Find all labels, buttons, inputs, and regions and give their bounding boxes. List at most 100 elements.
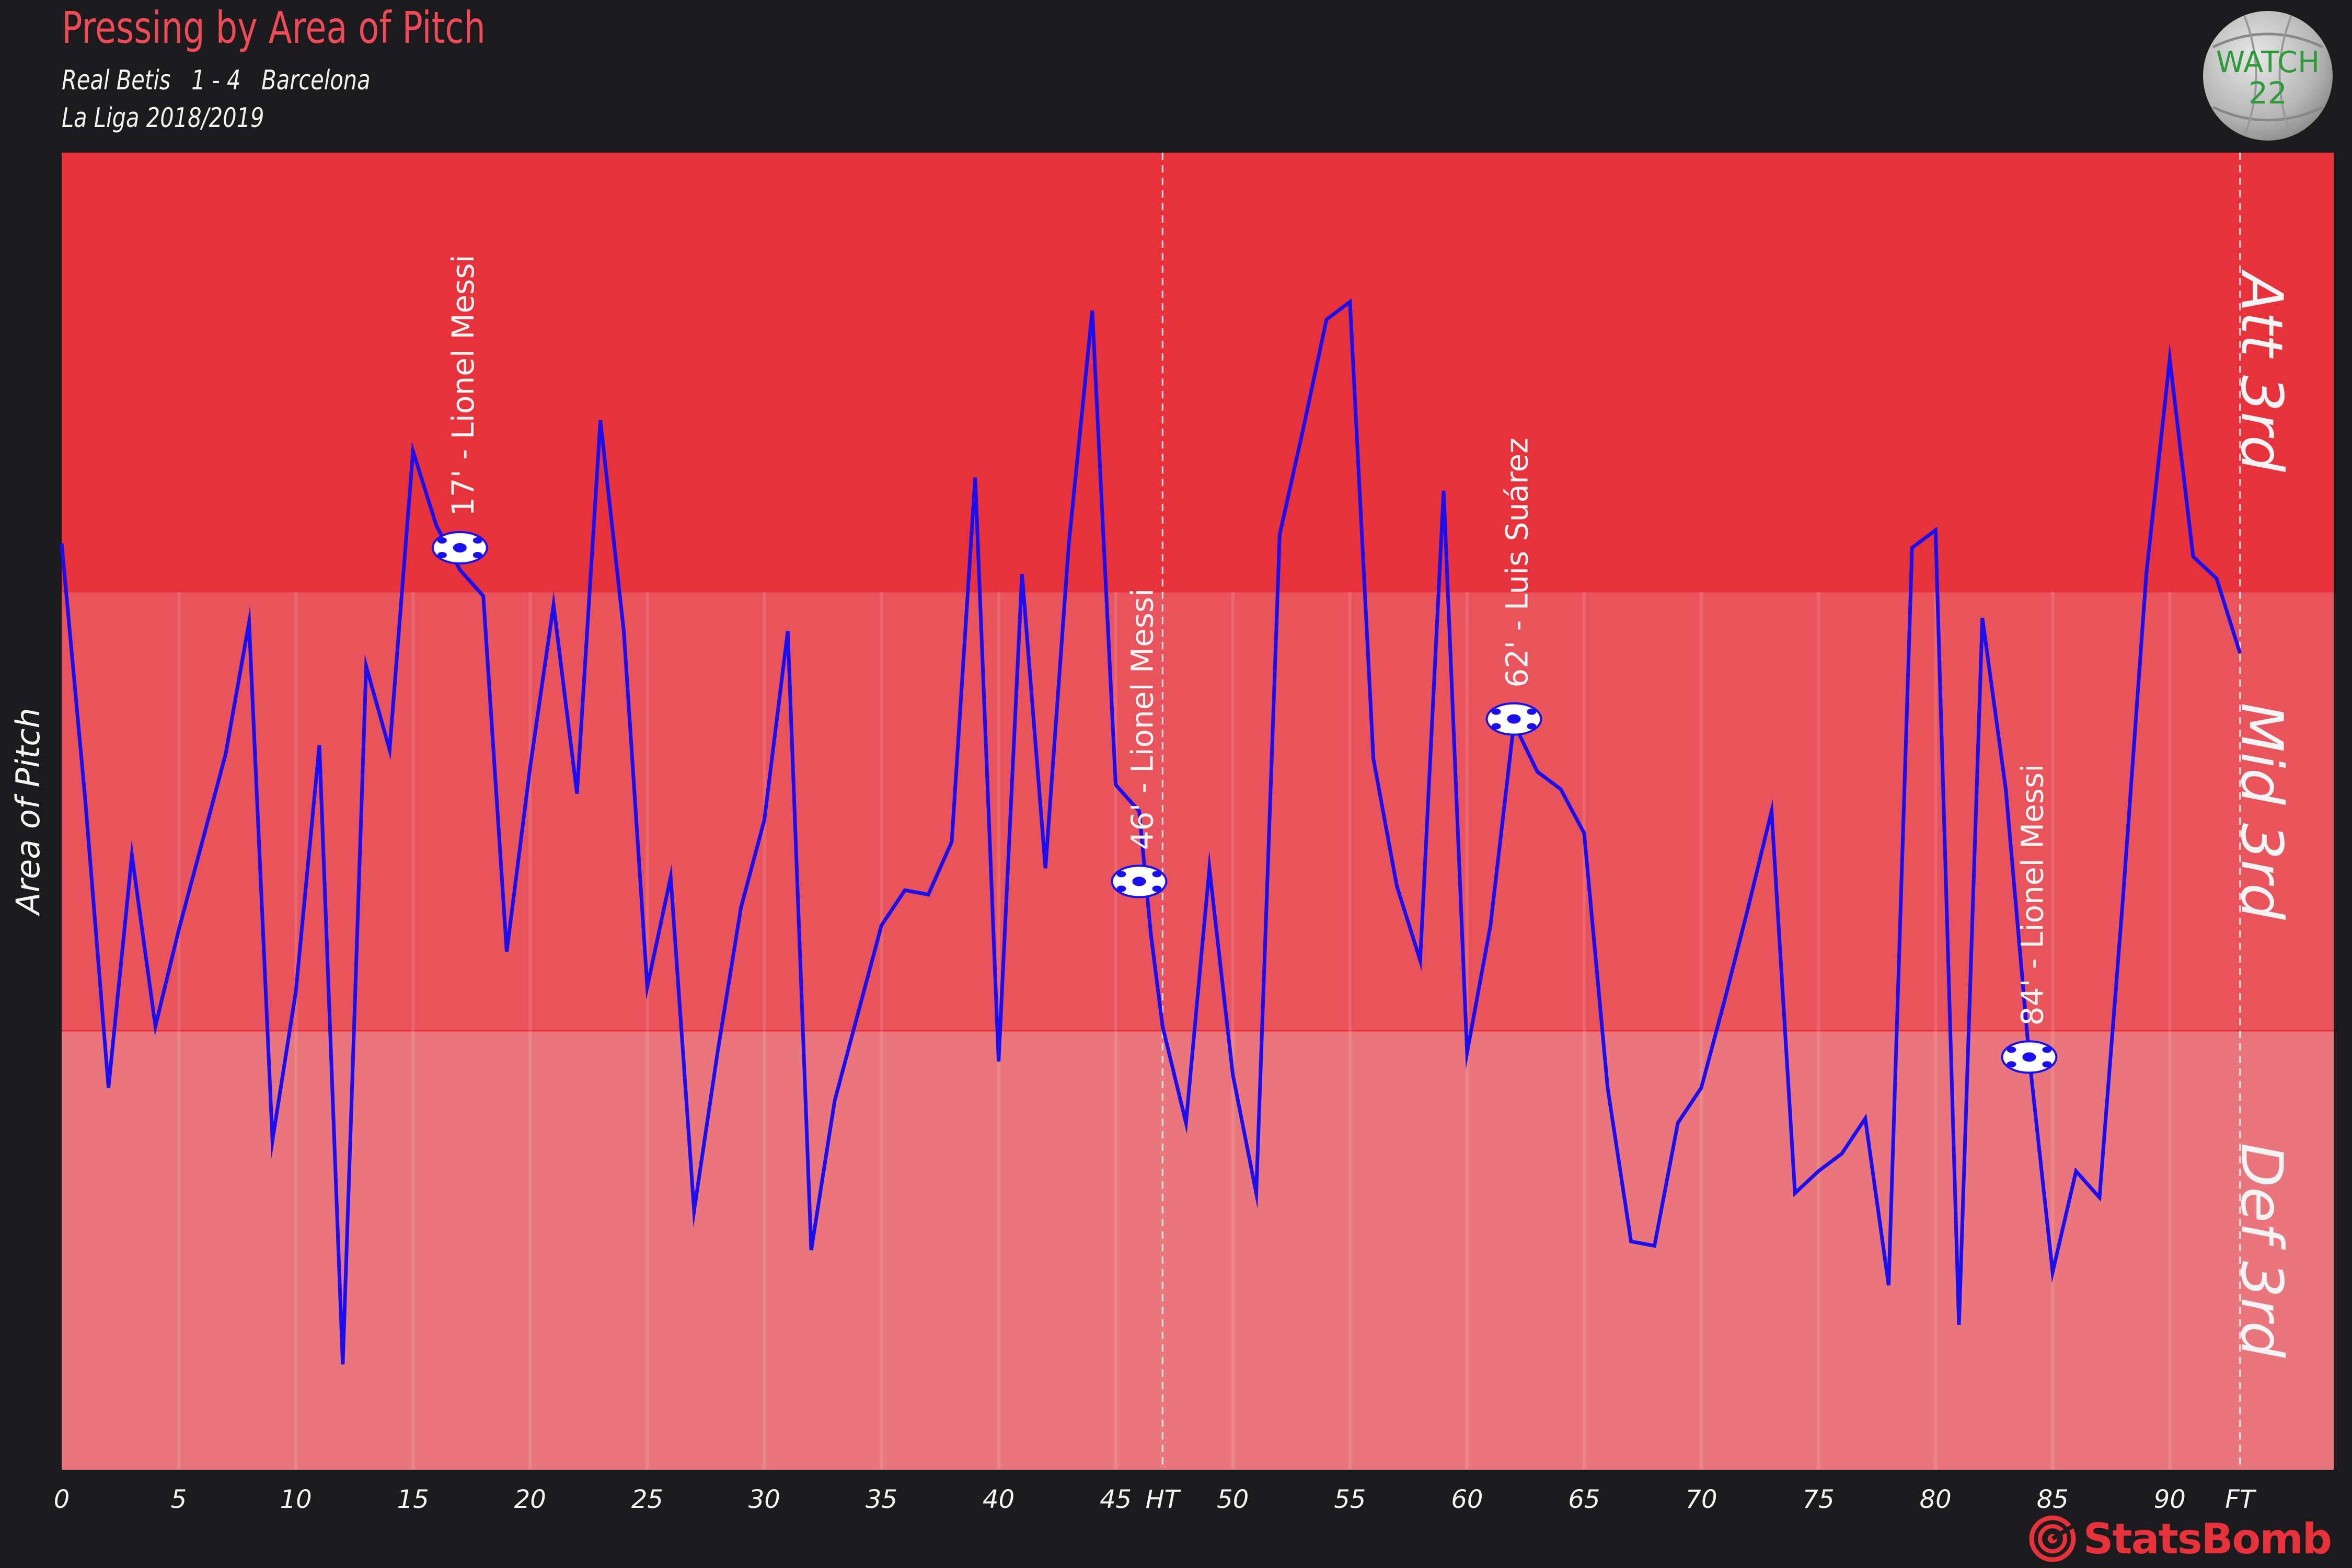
data-point — [1044, 867, 1046, 869]
data-point — [1981, 617, 1984, 619]
statsbomb-target-icon — [2029, 1515, 2076, 1562]
data-point — [1466, 1052, 1468, 1054]
data-point — [1161, 1025, 1163, 1028]
x-tick-label: 90 — [2154, 1485, 2186, 1514]
watch22-logo-icon: WATCH 22 — [2203, 11, 2333, 141]
data-point — [646, 986, 648, 988]
x-tick-label: 60 — [1451, 1485, 1483, 1514]
data-point — [84, 797, 86, 799]
data-point — [552, 604, 555, 606]
x-tick-label: 75 — [1803, 1485, 1835, 1514]
x-tick-label: 70 — [1685, 1485, 1717, 1514]
data-point — [108, 1087, 110, 1089]
y-axis-label: Area of Pitch — [9, 708, 47, 917]
x-tick-label: 30 — [748, 1485, 780, 1514]
goal-ball-icon — [431, 531, 488, 564]
data-point — [1185, 1122, 1187, 1124]
data-point — [2075, 1170, 2077, 1172]
data-point — [1536, 770, 1538, 773]
data-point — [1911, 547, 1913, 549]
data-point — [1396, 885, 1398, 887]
data-point — [1841, 1152, 1843, 1155]
x-tick-label: 35 — [866, 1485, 897, 1514]
data-point — [1325, 318, 1328, 320]
data-point — [1255, 1192, 1258, 1194]
x-tick-label: 85 — [2037, 1485, 2069, 1514]
data-point — [623, 630, 625, 632]
data-point — [1817, 1170, 1819, 1172]
data-point — [1794, 1192, 1796, 1194]
data-point — [1021, 573, 1023, 575]
data-point — [881, 924, 883, 926]
logo-text-22: 22 — [2249, 75, 2287, 111]
data-point — [904, 889, 906, 891]
x-tick-label: FT — [2225, 1485, 2257, 1514]
zone-label: Mid 3rd — [2229, 702, 2296, 920]
data-point — [2099, 1196, 2101, 1198]
x-tick-label: HT — [1146, 1485, 1182, 1514]
data-point — [951, 841, 953, 843]
competition-line: La Liga 2018/2019 — [62, 102, 264, 134]
data-point — [670, 876, 672, 878]
data-point — [1747, 907, 1749, 909]
data-point — [505, 951, 508, 953]
goal-ball-icon — [1111, 864, 1168, 898]
data-point — [1232, 1074, 1234, 1076]
x-tick-label: 25 — [631, 1485, 663, 1514]
logo-text-watch: WATCH — [2216, 45, 2320, 79]
zone-label: Att 3rd — [2229, 269, 2296, 472]
x-tick-label: 5 — [171, 1485, 187, 1514]
data-point — [763, 819, 765, 821]
goal-label: 84' - Lionel Messi — [2015, 764, 2050, 1026]
data-point — [529, 766, 531, 768]
data-point — [271, 1139, 273, 1142]
data-point — [2122, 898, 2124, 900]
goal-label: 17' - Lionel Messi — [445, 255, 481, 516]
data-point — [248, 621, 250, 624]
goal-label: 46' - Lionel Messi — [1125, 589, 1160, 850]
goal-label: 62' - Luis Suárez — [1500, 437, 1535, 687]
data-point — [1443, 490, 1445, 492]
data-point — [2145, 573, 2147, 575]
data-point — [1419, 960, 1421, 962]
data-point — [459, 569, 461, 571]
data-point — [1091, 309, 1093, 312]
data-point — [717, 1052, 719, 1054]
watch22-logo: WATCH 22 — [2203, 10, 2333, 141]
data-point — [1490, 924, 1492, 926]
data-point — [2216, 578, 2218, 580]
data-point — [482, 595, 485, 597]
x-tick-label: 10 — [280, 1485, 312, 1514]
data-point — [154, 1025, 156, 1028]
x-tick-label: 80 — [1920, 1485, 1952, 1514]
x-tick-label: 40 — [983, 1485, 1014, 1514]
x-tick-label: 50 — [1217, 1485, 1249, 1514]
data-point — [1068, 543, 1070, 545]
statsbomb-wordmark: StatsBomb — [2083, 1514, 2332, 1563]
zone-band-att-3rd — [62, 153, 2334, 592]
data-point — [435, 525, 437, 527]
data-point — [201, 841, 203, 843]
data-point — [834, 1100, 836, 1102]
data-point — [1934, 529, 1936, 531]
data-point — [1958, 1324, 1960, 1326]
data-point — [2169, 358, 2171, 360]
data-point — [1208, 867, 1210, 869]
chart-title: Pressing by Area of Pitch — [62, 2, 486, 53]
data-point — [225, 753, 227, 755]
data-point — [2192, 556, 2194, 558]
x-tick-label: 15 — [397, 1485, 429, 1514]
data-point — [61, 543, 63, 545]
data-point — [599, 419, 602, 421]
data-point — [1677, 1122, 1679, 1124]
x-tick-label: 20 — [514, 1485, 546, 1514]
data-point — [1888, 1284, 1890, 1286]
zone-band-def-3rd — [62, 1031, 2334, 1470]
goal-ball-icon — [2001, 1040, 2058, 1074]
x-tick-label: 0 — [54, 1485, 70, 1514]
data-point — [857, 1012, 859, 1014]
data-point — [740, 907, 742, 909]
series-line — [60, 298, 2242, 1365]
data-point — [1278, 534, 1281, 536]
